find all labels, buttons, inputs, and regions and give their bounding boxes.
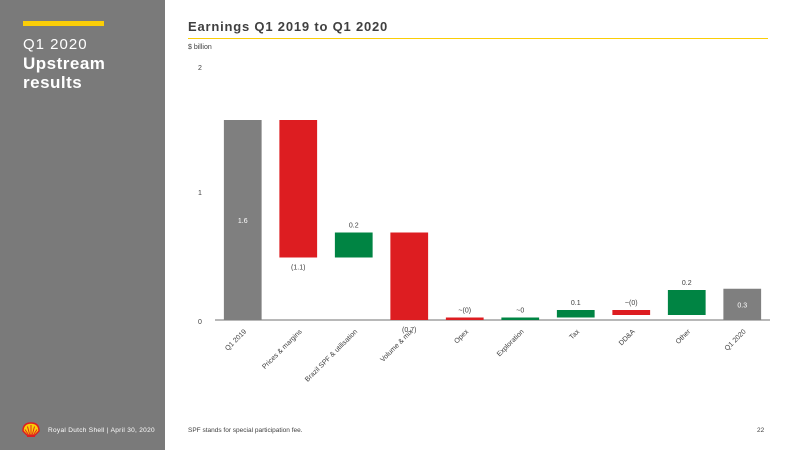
chart-bars — [223, 120, 762, 320]
chart-categories: Q1 2019 Prices & margins Brazil SPF & util… — [224, 328, 748, 383]
category-label: Brazil SPF & utilisation — [304, 328, 359, 383]
category-label: Q1 2020 — [724, 328, 748, 352]
bar-negative — [279, 120, 318, 258]
data-label: 1.6 — [238, 218, 248, 225]
bar-total — [223, 120, 262, 320]
data-label: 0.2 — [682, 280, 692, 287]
data-label: ~0 — [516, 308, 524, 315]
chart-axes: 0 1 2 — [198, 65, 770, 326]
bar-total — [723, 288, 762, 320]
chart-title: Earnings Q1 2019 to Q1 2020 — [188, 19, 389, 34]
category-label: Other — [675, 328, 693, 346]
data-label: (0.7) — [402, 327, 416, 334]
chart-labels: 1.6 (1.1) 0.2 (0.7) ~(0) ~0 0.1 ~(0) 0.2 0.3 — [238, 218, 747, 334]
bar-positive — [501, 317, 540, 320]
unit-label: $ billion — [188, 44, 212, 51]
page-number: 22 — [757, 427, 765, 434]
category-label: DD&A — [618, 328, 637, 347]
bar-negative — [612, 310, 651, 315]
shell-logo-icon — [22, 422, 40, 437]
bar-negative — [390, 232, 429, 320]
data-label: 0.3 — [737, 302, 747, 309]
bar-positive — [556, 310, 595, 318]
y-tick-label: 2 — [198, 65, 202, 72]
category-label: Volume & mix — [379, 328, 415, 364]
bar-positive — [334, 232, 373, 258]
footnote: SPF stands for special participation fee… — [188, 427, 303, 434]
bar-negative — [445, 317, 484, 320]
waterfall-chart: 012 1.6(1.1)0.2(0.7)~(0) ~00.1 ~(0)0.20.3 … — [198, 65, 770, 383]
sidebar: Q1 2020 Upstream results Royal Dutch She… — [0, 0, 165, 450]
section-period: Q1 2020 — [23, 36, 88, 53]
category-label: Prices & margins — [261, 328, 304, 371]
data-label: ~(0) — [625, 300, 638, 307]
title-divider — [188, 38, 768, 39]
category-label: Exploration — [496, 328, 526, 358]
y-tick-label: 1 — [198, 190, 202, 197]
section-title: Upstream results — [23, 54, 106, 92]
y-tick-label: 0 — [198, 319, 202, 326]
sidebar-footer-text: Royal Dutch Shell | April 30, 2020 — [48, 426, 155, 434]
bar-positive — [667, 290, 706, 315]
data-label: ~(0) — [458, 308, 471, 315]
sidebar-footer: Royal Dutch Shell | April 30, 2020 — [22, 422, 155, 438]
category-label: Opex — [453, 328, 470, 345]
category-label: Tax — [569, 328, 582, 341]
category-label: Q1 2019 — [224, 328, 248, 352]
accent-bar — [23, 21, 104, 26]
data-label: 0.1 — [571, 300, 581, 307]
data-label: 0.2 — [349, 223, 359, 230]
data-label: (1.1) — [291, 265, 305, 272]
